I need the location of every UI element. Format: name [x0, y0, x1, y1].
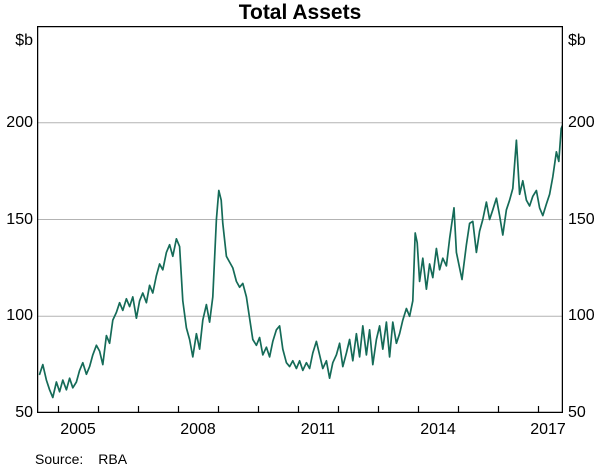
source-note: Source: RBA	[35, 451, 127, 467]
y-axis-label-left: 150	[6, 210, 33, 228]
source-label: Source:	[35, 451, 84, 467]
x-axis-label: 2005	[60, 421, 96, 438]
x-axis-label: 2011	[300, 421, 336, 438]
y-axis-label-right: 150	[568, 210, 595, 228]
y-axis-unit-left: $b	[15, 32, 33, 49]
x-axis-label: 2017	[530, 421, 566, 438]
y-axis-label-right: 50	[568, 404, 586, 421]
chart-title: Total Assets	[238, 1, 362, 24]
x-axis-label: 2008	[180, 421, 216, 438]
y-axis-label-right: 200	[568, 113, 595, 131]
y-axis-label-right: 100	[568, 307, 595, 325]
line-chart-svg	[36, 25, 564, 414]
plot-frame	[36, 25, 564, 414]
source-value: RBA	[98, 451, 128, 467]
y-axis-label-left: 200	[6, 113, 33, 131]
y-axis-unit-right: $b	[568, 32, 586, 49]
y-axis-label-left: 50	[15, 404, 33, 421]
plot-area	[36, 25, 564, 414]
data-series-line	[38, 123, 564, 399]
x-axis-label: 2014	[420, 421, 456, 438]
y-axis-label-left: 100	[6, 307, 33, 325]
